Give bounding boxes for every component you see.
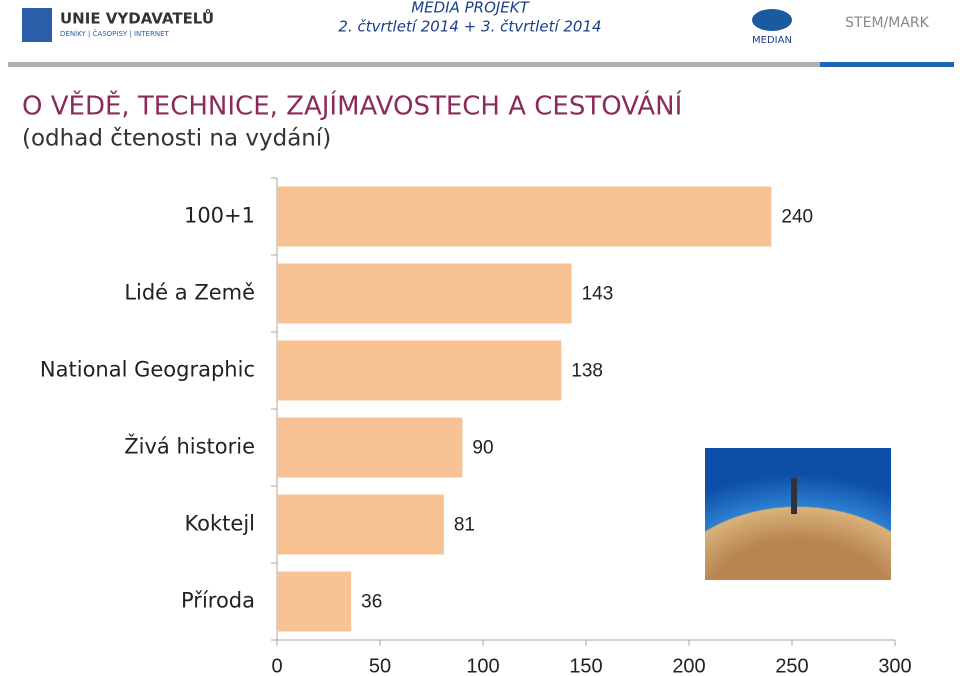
value-label: 90 — [472, 438, 493, 459]
y-tick-label: 100+1 — [184, 204, 255, 228]
period: 2. čtvrtletí 2014 + 3. čtvrtletí 2014 — [338, 18, 601, 36]
x-tick-label: 200 — [672, 655, 705, 676]
bar — [277, 417, 463, 478]
chart-subtitle: (odhad čtenosti na vydání) — [22, 126, 331, 152]
publisher-sub: DENÍKY | ČASOPISY | INTERNET — [60, 29, 170, 38]
publisher-logo-icon — [22, 8, 52, 42]
x-tick-label: 50 — [369, 655, 391, 676]
chart-title: O VĚDĚ, TECHNICE, ZAJÍMAVOSTECH A CESTOV… — [22, 90, 682, 122]
header-rule-accent — [820, 62, 954, 67]
y-tick-label: National Geographic — [40, 358, 255, 382]
bar — [277, 494, 444, 555]
publisher-name: UNIE VYDAVATELŮ — [60, 8, 214, 28]
value-label: 138 — [571, 361, 603, 382]
photo — [705, 448, 891, 580]
bar — [277, 571, 352, 632]
x-tick-label: 150 — [569, 655, 602, 676]
value-label: 240 — [781, 207, 813, 228]
value-label: 36 — [361, 592, 382, 613]
median-logo — [752, 9, 792, 31]
photo-figure — [791, 478, 797, 514]
x-tick-label: 250 — [775, 655, 808, 676]
x-tick-label: 300 — [878, 655, 911, 676]
y-tick-label: Lidé a Země — [124, 281, 255, 305]
median-name: MEDIAN — [752, 35, 792, 46]
bar — [277, 186, 772, 247]
value-label: 81 — [454, 515, 475, 536]
bar — [277, 340, 562, 401]
project-name: MEDIA PROJEKT — [411, 0, 530, 17]
y-tick-label: Příroda — [181, 589, 255, 613]
x-tick-label: 0 — [271, 655, 282, 676]
value-label: 143 — [582, 284, 614, 305]
stemmark-logo: STEM/MARK — [845, 15, 929, 31]
bar — [277, 263, 572, 324]
x-tick-label: 100 — [466, 655, 499, 676]
header-rule — [8, 62, 954, 67]
y-tick-label: Živá historie — [124, 434, 255, 459]
y-tick-label: Koktejl — [184, 512, 255, 536]
